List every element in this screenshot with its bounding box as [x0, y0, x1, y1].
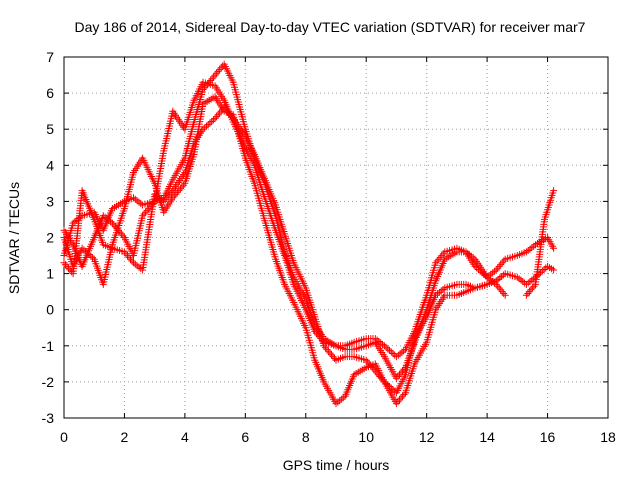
chart-title: Day 186 of 2014, Sidereal Day-to-day VTE…	[75, 19, 586, 35]
y-tick-label: 2	[46, 230, 54, 246]
series-track-3	[60, 104, 558, 397]
y-tick-label: 0	[46, 302, 54, 318]
x-tick-label: 16	[540, 429, 556, 445]
series-markers	[60, 93, 491, 408]
y-tick-label: 3	[46, 193, 54, 209]
y-tick-label: -3	[42, 410, 55, 426]
series-markers	[60, 78, 509, 382]
data-points	[60, 60, 558, 408]
series-track-5	[522, 187, 558, 299]
series-track-4	[60, 93, 491, 408]
x-axis: 0 2 4 6 8 10 12 14 16 18	[60, 57, 616, 445]
x-tick-label: 18	[600, 429, 616, 445]
y-tick-label: -2	[42, 374, 55, 390]
x-tick-label: 0	[60, 429, 68, 445]
y-tick-label: 7	[46, 49, 54, 65]
y-tick-label: 1	[46, 266, 54, 282]
y-axis: -3 -2 -1 0 1 2 3 4 5 6 7	[42, 49, 608, 426]
x-tick-label: 10	[358, 429, 374, 445]
x-tick-label: 12	[419, 429, 435, 445]
x-tick-label: 14	[479, 429, 495, 445]
y-tick-label: -1	[42, 338, 55, 354]
y-tick-label: 6	[46, 85, 54, 101]
x-tick-label: 6	[241, 429, 249, 445]
x-axis-label: GPS time / hours	[283, 457, 390, 473]
x-tick-label: 8	[302, 429, 310, 445]
y-tick-label: 4	[46, 157, 54, 173]
y-axis-label: SDTVAR / TECUs	[6, 182, 22, 294]
y-tick-label: 5	[46, 121, 54, 137]
x-tick-label: 2	[121, 429, 129, 445]
series-track-2	[60, 78, 509, 382]
x-tick-label: 4	[181, 429, 189, 445]
